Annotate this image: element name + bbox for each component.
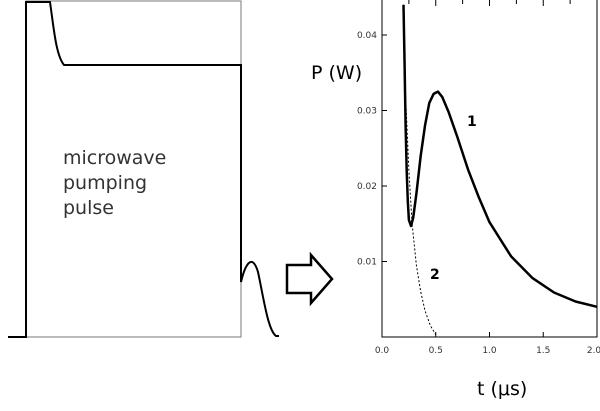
x-tick-label: 2.0 [587, 346, 600, 356]
y-tick-label: 0.03 [357, 107, 377, 117]
right-arrow-icon [285, 251, 334, 307]
y-axis-title: P (W) [311, 62, 363, 84]
chart: 0.0 0.5 1.0 1.5 2.0 0.01 0.02 0.03 0.04 1 2 [357, 0, 600, 356]
y-tick-label: 0.04 [357, 31, 377, 41]
y-tick-label: 0.01 [357, 258, 377, 268]
pulse-waveform [8, 1, 279, 338]
series-line-2 [403, 4, 437, 335]
curve-label-2: 2 [430, 267, 440, 283]
x-tick-label: 0.0 [375, 346, 390, 356]
x-tick-label: 0.5 [429, 346, 443, 356]
pulse-label-line-1: microwave [63, 147, 167, 169]
x-tick-label: 1.5 [536, 346, 550, 356]
y-tick-label: 0.02 [357, 182, 377, 192]
x-tick-label: 1.0 [482, 346, 497, 356]
plot-frame [381, 0, 598, 338]
pulse-label: microwave pumping pulse [63, 149, 166, 218]
pulse-label-line-2: pumping [63, 172, 148, 194]
series-line-1 [402, 4, 598, 309]
pulse-label-line-3: pulse [63, 197, 114, 219]
x-axis-title: t (μs) [477, 378, 528, 400]
curve-label-1: 1 [467, 114, 477, 130]
